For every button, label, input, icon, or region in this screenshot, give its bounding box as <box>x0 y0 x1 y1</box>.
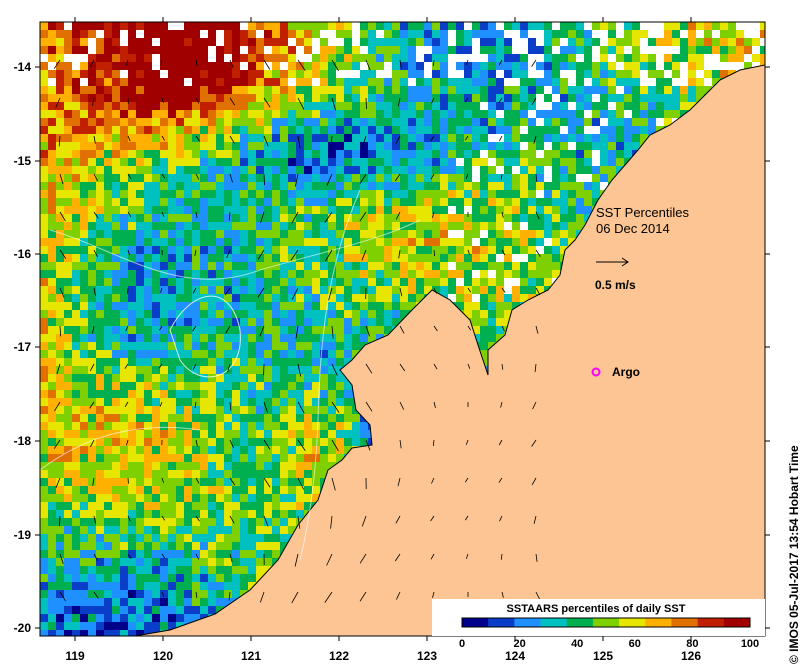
map-title-line1: SST Percentiles <box>596 205 689 220</box>
colorbar-title: SSTAARS percentiles of daily SST <box>507 603 686 615</box>
lon-tick-label: 120 <box>153 649 173 663</box>
current-vectors <box>53 59 541 604</box>
lon-tick-label: 126 <box>681 649 701 663</box>
contour-line <box>40 426 201 471</box>
lon-tick-label: 121 <box>241 649 261 663</box>
colorbar-swatch <box>540 618 568 627</box>
lat-tick-label: -15 <box>14 154 32 168</box>
lon-tick-label: 119 <box>65 649 85 663</box>
colorbar-swatch <box>514 618 541 627</box>
contour-line <box>169 295 241 378</box>
lat-tick-label: -14 <box>14 60 32 74</box>
lat-tick-label: -20 <box>14 621 32 635</box>
lon-tick-label: 123 <box>417 649 437 663</box>
colorbar-swatch <box>566 618 594 627</box>
lat-tick-label: -19 <box>14 528 32 542</box>
lat-tick-label: -16 <box>14 247 32 261</box>
argo-label: Argo <box>612 365 640 379</box>
colorbar-swatch <box>723 618 751 627</box>
contour-line <box>299 189 361 561</box>
colorbar-swatch <box>462 618 489 627</box>
colorbar-swatch <box>671 618 698 627</box>
colorbar-swatch <box>619 618 646 627</box>
credit-text: © IMOS 05-Jul-2017 13:54 Hobart Time <box>787 445 801 664</box>
colorbar-tick-label: 0 <box>459 638 465 650</box>
colorbar-swatch <box>488 618 515 627</box>
colorbar-frame <box>461 617 751 628</box>
contour-line <box>49 219 421 280</box>
colorbar-tick-label: 20 <box>513 638 525 650</box>
lon-tick-label: 125 <box>593 649 613 663</box>
colorbar-tick-label: 60 <box>629 638 641 650</box>
colorbar-swatch <box>592 618 620 627</box>
plot-frame <box>39 21 766 637</box>
colorbar-swatch <box>697 618 725 627</box>
colorbar-swatch <box>645 618 672 627</box>
land-mass <box>134 22 765 636</box>
colorbar-tick-label: 40 <box>571 638 583 650</box>
lat-tick-label: -17 <box>14 340 32 354</box>
sst-field <box>40 22 765 636</box>
lon-tick-label: 124 <box>505 649 525 663</box>
colorbar: SSTAARS percentiles of daily SST 0 20 40 60… <box>432 599 765 650</box>
axis-ticks: 119 120 121 122 123 124 125 126 -14 -15 -16 -17 -18 -… <box>14 17 770 663</box>
colorbar-tick-label: 80 <box>686 638 698 650</box>
argo-marker-icon <box>591 367 601 377</box>
map-title-line2: 06 Dec 2014 <box>596 221 670 236</box>
lat-tick-label: -18 <box>14 434 32 448</box>
colorbar-tick-label: 100 <box>741 638 759 650</box>
lon-tick-label: 122 <box>329 649 349 663</box>
vector-scale-arrowhead <box>621 257 629 267</box>
vector-scale-label: 0.5 m/s <box>595 278 636 292</box>
